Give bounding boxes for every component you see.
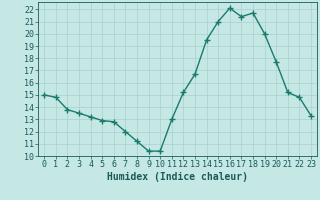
X-axis label: Humidex (Indice chaleur): Humidex (Indice chaleur) (107, 172, 248, 182)
